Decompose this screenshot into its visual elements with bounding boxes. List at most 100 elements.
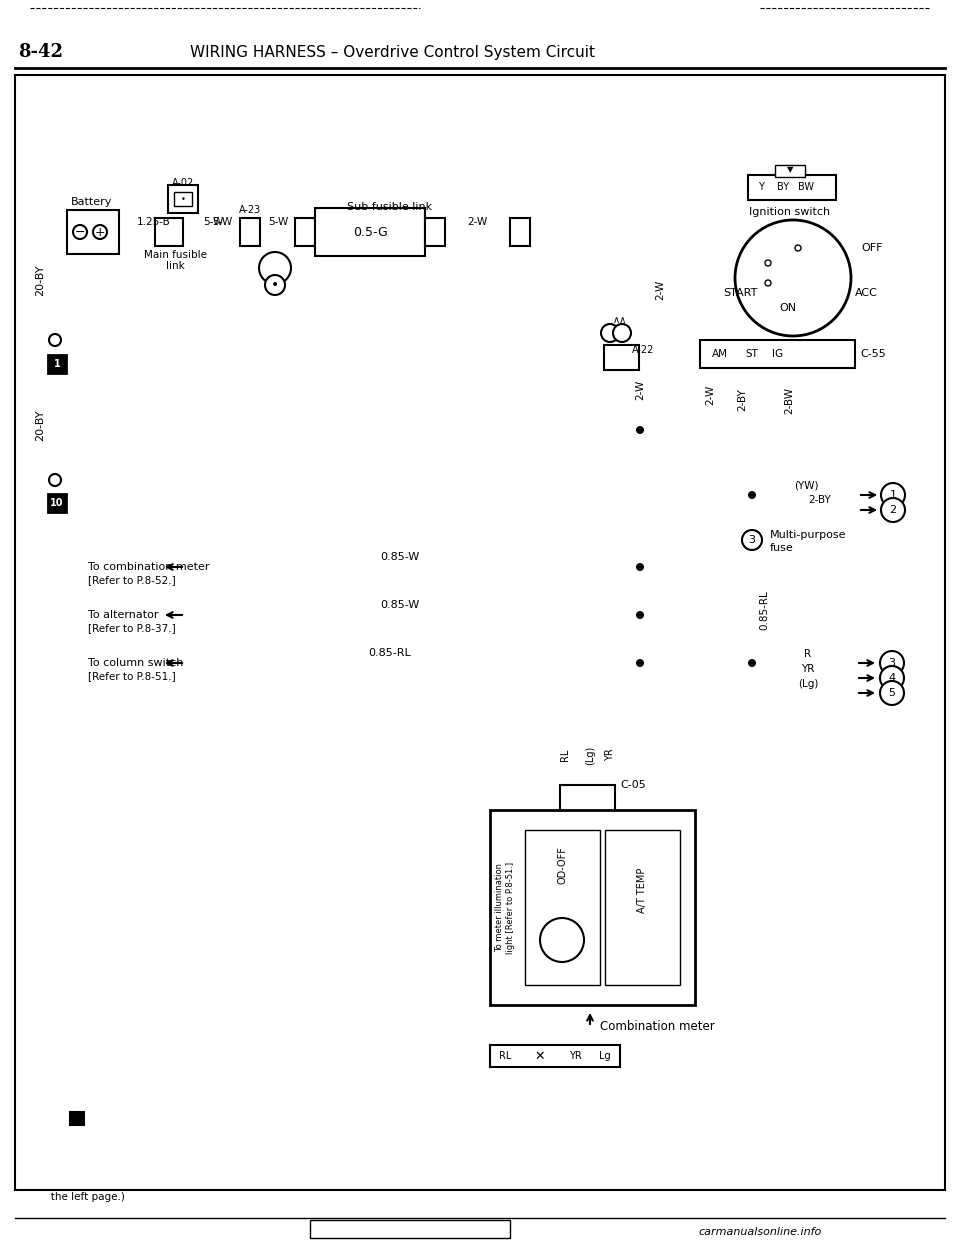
Text: RL: RL	[560, 748, 570, 761]
Circle shape	[49, 334, 61, 346]
Bar	[155, 218, 183, 246]
Text: ON: ON	[780, 303, 797, 313]
Circle shape	[748, 491, 756, 499]
Text: (In other words, ① on the right page is connected to ① on: (In other words, ① on the right page is …	[28, 1176, 352, 1186]
Bar	[490, 1045, 620, 1067]
Text: YR: YR	[568, 1051, 582, 1061]
Text: 5-W: 5-W	[212, 217, 232, 227]
Text: WIRING HARNESS – Overdrive Control System Circuit: WIRING HARNESS – Overdrive Control Syste…	[190, 45, 595, 60]
Text: 2-W: 2-W	[635, 380, 645, 400]
Circle shape	[881, 483, 905, 508]
Circle shape	[613, 324, 631, 343]
Text: ▼: ▼	[787, 165, 793, 175]
Text: •: •	[180, 196, 185, 205]
Circle shape	[880, 652, 904, 675]
Circle shape	[49, 474, 61, 486]
Text: START: START	[723, 288, 757, 298]
Text: AM: AM	[712, 349, 728, 359]
Circle shape	[748, 659, 756, 666]
Text: YR: YR	[802, 664, 815, 674]
Text: 2-W: 2-W	[655, 280, 665, 300]
Text: +: +	[95, 226, 106, 238]
Text: 5  OVERDRIVE CONTROL SYSTEM CIRCUIT: 5 OVERDRIVE CONTROL SYSTEM CIRCUIT	[30, 102, 515, 122]
Text: 0.85-RL: 0.85-RL	[369, 648, 412, 658]
Text: facing page.: facing page.	[28, 1162, 115, 1172]
Text: (YW): (YW)	[794, 480, 818, 490]
Circle shape	[73, 225, 87, 240]
Text: To alternator: To alternator	[88, 611, 158, 620]
Text: Lg: Lg	[599, 1051, 611, 1061]
Text: A-22: A-22	[632, 345, 655, 355]
Text: To column switch: To column switch	[88, 658, 183, 668]
Text: 3: 3	[749, 535, 756, 545]
Text: IG: IG	[773, 349, 783, 359]
Text: fuse: fuse	[770, 544, 794, 553]
Text: Battery: Battery	[71, 197, 112, 207]
Circle shape	[765, 280, 771, 285]
Bar	[560, 786, 615, 825]
Text: 10: 10	[50, 498, 63, 508]
Circle shape	[735, 220, 851, 336]
Text: ), refer to P.8-7.: ), refer to P.8-7.	[92, 1114, 173, 1124]
Text: To meter illumination
light [Refer to P.8-51.]: To meter illumination light [Refer to P.…	[495, 862, 515, 954]
Text: [Refer to P.8-52.]: [Refer to P.8-52.]	[88, 575, 176, 585]
Circle shape	[259, 252, 291, 284]
Circle shape	[881, 498, 905, 522]
Text: ST: ST	[746, 349, 758, 359]
Text: BW: BW	[798, 182, 814, 192]
Text: STB Revision: STB Revision	[365, 1222, 455, 1236]
Circle shape	[742, 530, 762, 550]
Circle shape	[540, 918, 584, 962]
Text: 5: 5	[889, 688, 896, 697]
Circle shape	[765, 261, 771, 266]
Text: ✕: ✕	[535, 1050, 545, 1062]
Text: (Lg): (Lg)	[798, 679, 818, 689]
Text: 5-W: 5-W	[203, 217, 223, 227]
Circle shape	[93, 225, 107, 240]
Text: YR: YR	[605, 748, 615, 762]
Text: (2)  The symbols ①, ②, etc. indicate that the wiring is: (2) The symbols ①, ②, etc. indicate that…	[28, 1132, 306, 1142]
Circle shape	[795, 244, 801, 251]
Bar	[48, 355, 66, 374]
Text: Ignition switch: Ignition switch	[750, 207, 830, 217]
Text: 0.85-RL: 0.85-RL	[759, 591, 769, 630]
Circle shape	[601, 324, 619, 343]
Text: To combination meter: To combination meter	[88, 562, 209, 572]
Text: 0.85-W: 0.85-W	[380, 552, 420, 562]
Text: 2-BW: 2-BW	[784, 386, 794, 413]
Text: 0.85-W: 0.85-W	[380, 599, 420, 611]
Text: Combination meter: Combination meter	[600, 1020, 715, 1034]
Text: ACC: ACC	[855, 288, 877, 298]
Bar	[240, 218, 260, 246]
Text: (1)  For information concerning the ground points (example:: (1) For information concerning the groun…	[28, 1096, 343, 1106]
Bar	[67, 210, 119, 254]
Text: R: R	[804, 649, 811, 659]
Text: A/T TEMP: A/T TEMP	[637, 867, 647, 912]
Text: 3: 3	[889, 658, 896, 668]
Text: [Refer to P.8-37.]: [Refer to P.8-37.]	[88, 623, 176, 633]
Text: 4: 4	[888, 673, 896, 683]
Bar	[315, 208, 425, 256]
Circle shape	[880, 666, 904, 690]
Circle shape	[636, 426, 644, 434]
Text: Main fusible: Main fusible	[143, 249, 206, 261]
Text: C-05: C-05	[620, 781, 646, 791]
Text: [Refer to P.8-51.]: [Refer to P.8-51.]	[88, 671, 176, 681]
Text: connected (using the same numerical symbol) to the: connected (using the same numerical symb…	[28, 1147, 327, 1157]
Text: C-55: C-55	[860, 349, 886, 359]
Text: 20-BY: 20-BY	[35, 264, 45, 295]
Text: 1: 1	[890, 490, 897, 500]
Text: 1: 1	[54, 359, 60, 369]
Text: RL: RL	[499, 1051, 511, 1061]
Bar	[605, 830, 680, 985]
Text: 2-BY: 2-BY	[737, 388, 747, 411]
Text: 2: 2	[889, 505, 897, 515]
Circle shape	[636, 563, 644, 571]
Bar	[70, 1112, 84, 1126]
Bar	[310, 1220, 510, 1239]
Text: BY: BY	[777, 182, 789, 192]
Text: Multi-purpose: Multi-purpose	[770, 530, 847, 540]
Text: 5-W: 5-W	[268, 217, 288, 227]
Bar	[425, 218, 445, 246]
Bar	[525, 830, 600, 985]
